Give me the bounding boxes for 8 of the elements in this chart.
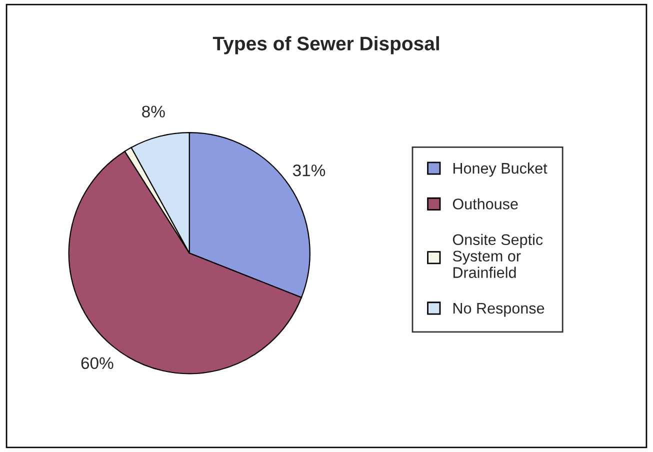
data-label: 8% (142, 106, 165, 118)
legend-label: Honey Bucket (453, 162, 548, 177)
data-label: 31% (292, 164, 326, 176)
legend-label: Onsite Septic System or Drainfield (452, 234, 543, 278)
data-label: 60% (81, 357, 114, 370)
legend-label: Outhouse (452, 198, 518, 210)
legend-label: No Response (453, 303, 544, 317)
chart-title: Types of Sewer Disposal (212, 36, 439, 54)
